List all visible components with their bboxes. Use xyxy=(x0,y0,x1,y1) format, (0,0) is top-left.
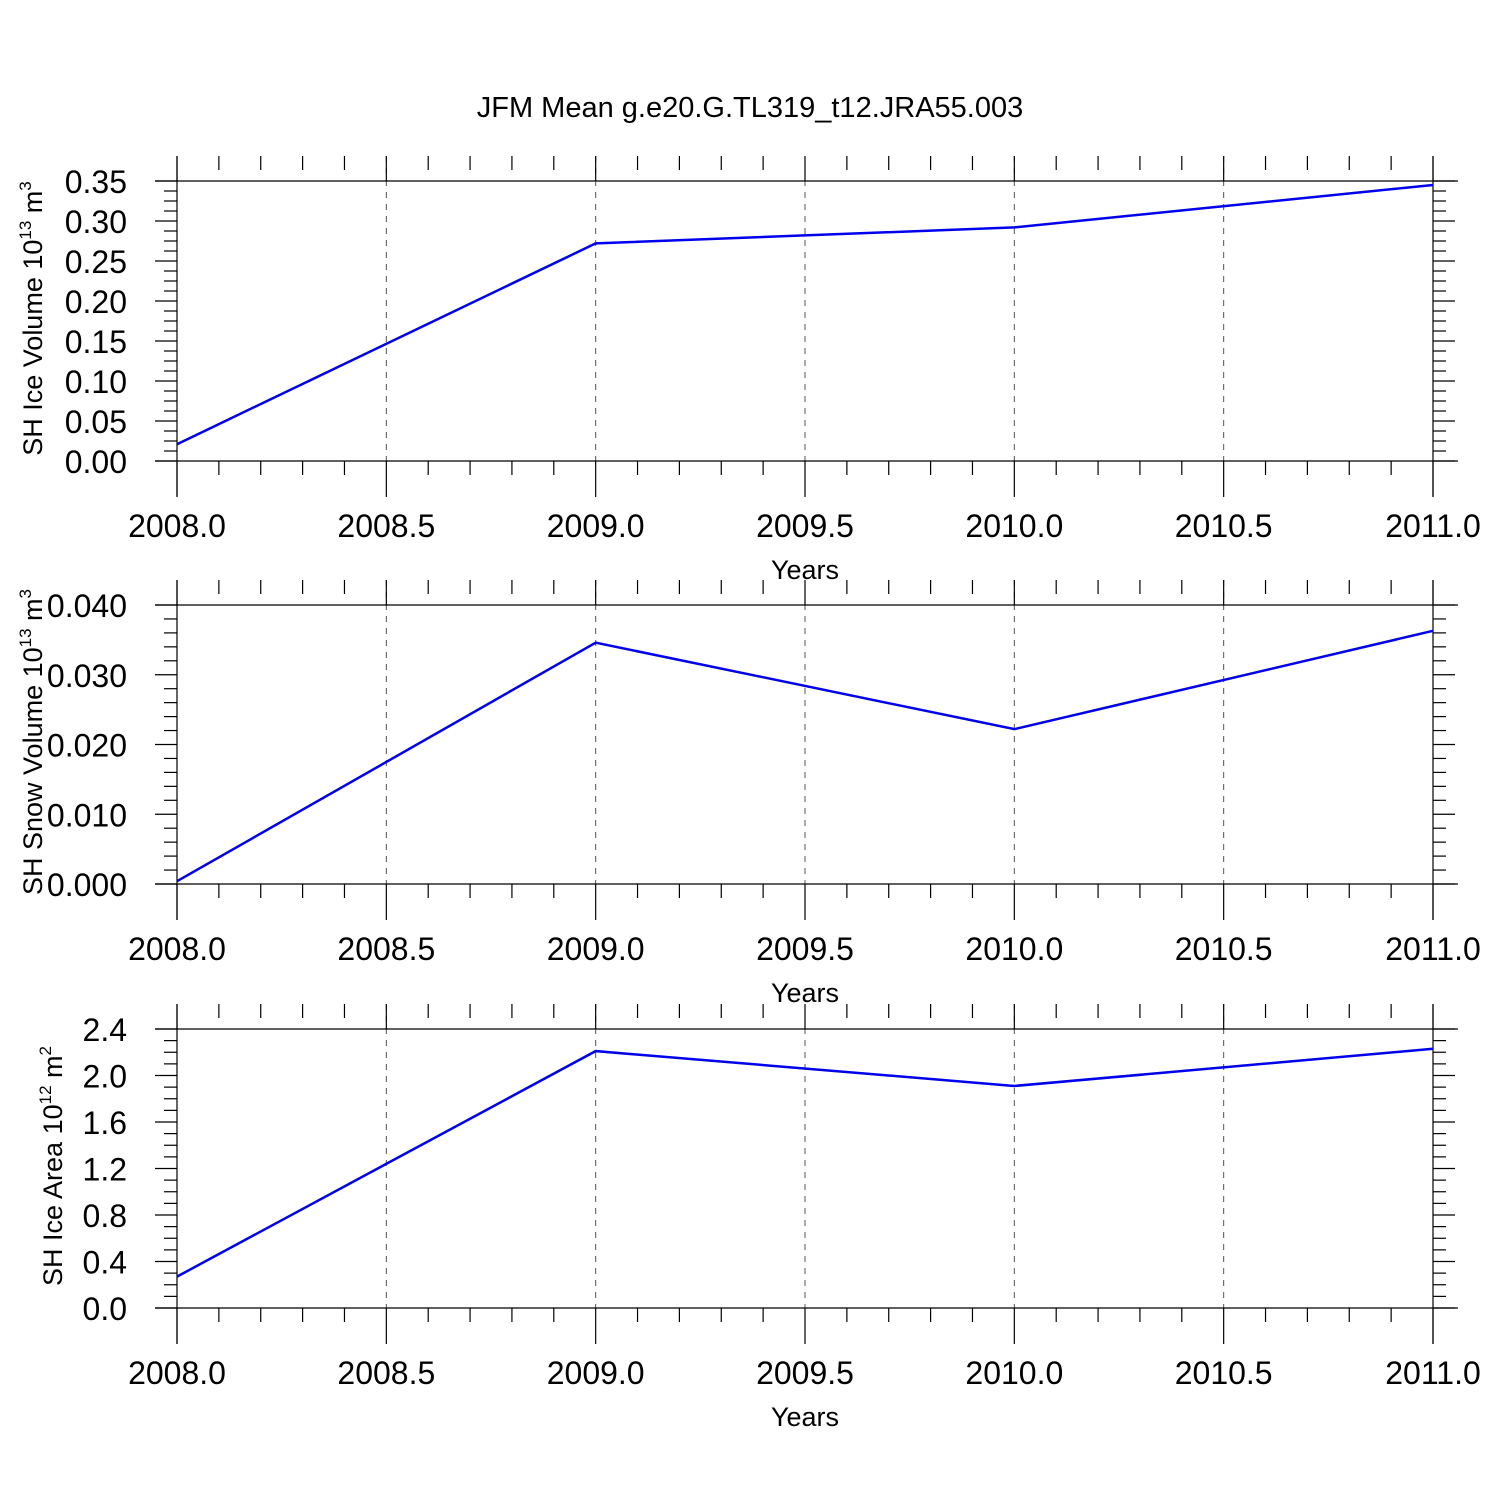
x-tick-label: 2010.5 xyxy=(1175,508,1273,544)
y-axis-label: SH Ice Volume 1013 m3 xyxy=(16,181,48,456)
x-tick-label: 2010.5 xyxy=(1175,931,1273,967)
y-tick-label: 0.05 xyxy=(65,404,127,440)
y-tick-label: 0.000 xyxy=(47,867,127,903)
y-tick-label: 0.20 xyxy=(65,284,127,320)
x-axis-label: Years xyxy=(771,978,839,1008)
y-tick-label: 1.6 xyxy=(83,1105,127,1141)
y-tick-label: 0.35 xyxy=(65,164,127,200)
x-tick-label: 2011.0 xyxy=(1385,508,1481,544)
y-axis-label: SH Ice Area 1012 m2 xyxy=(36,1046,68,1286)
data-line xyxy=(176,1047,1434,1278)
x-tick-label: 2010.5 xyxy=(1175,1355,1273,1391)
panel-3: 2008.0 2008.5 2009.0 2009.5 2010.0 2010.5 2011… xyxy=(36,1004,1481,1432)
x-tick-label: 2008.0 xyxy=(128,1355,226,1391)
y-tick-label: 1.2 xyxy=(83,1152,127,1188)
y-tick-label: 0.020 xyxy=(47,728,127,764)
y-tick-label: 0.10 xyxy=(65,364,127,400)
y-tick-label: 2.0 xyxy=(83,1059,127,1095)
x-tick-label: 2009.5 xyxy=(756,931,854,967)
data-line xyxy=(176,183,1434,446)
x-tick-label: 2008.5 xyxy=(337,931,435,967)
y-tick-label: 0.030 xyxy=(47,658,127,694)
x-tick-label: 2009.0 xyxy=(547,931,645,967)
x-tick-label: 2008.0 xyxy=(128,931,226,967)
y-tick-label: 0.010 xyxy=(47,797,127,833)
panel-2: 2008.0 2008.5 2009.0 2009.5 2010.0 2010.5 2011… xyxy=(16,580,1481,1008)
x-axis-label: Years xyxy=(771,1402,839,1432)
y-tick-label: 0.00 xyxy=(65,444,127,480)
y-tick-label: 0.8 xyxy=(83,1198,127,1234)
x-tick-label: 2009.5 xyxy=(756,508,854,544)
x-tick-label: 2011.0 xyxy=(1385,931,1481,967)
x-tick-label: 2009.0 xyxy=(547,508,645,544)
x-tick-label: 2008.5 xyxy=(337,1355,435,1391)
x-tick-label: 2010.0 xyxy=(965,931,1063,967)
x-tick-label: 2008.5 xyxy=(337,508,435,544)
x-tick-label: 2011.0 xyxy=(1385,1355,1481,1391)
y-tick-label: 0.25 xyxy=(65,244,127,280)
y-tick-label: 0.040 xyxy=(47,588,127,624)
chart-title: JFM Mean g.e20.G.TL319_t12.JRA55.003 xyxy=(477,92,1023,124)
x-tick-label: 2010.0 xyxy=(965,1355,1063,1391)
y-axis-label: SH Snow Volume 1013 m3 xyxy=(16,589,48,895)
y-tick-label: 0.15 xyxy=(65,324,127,360)
x-tick-label: 2008.0 xyxy=(128,508,226,544)
panel-1: 2008.0 2008.5 2009.0 2009.5 2010.0 2010.5 2011… xyxy=(16,156,1481,585)
x-tick-label: 2010.0 xyxy=(965,508,1063,544)
y-tick-label: 2.4 xyxy=(83,1012,127,1048)
y-tick-label: 0.4 xyxy=(83,1245,127,1281)
y-tick-label: 0.30 xyxy=(65,204,127,240)
x-tick-label: 2009.5 xyxy=(756,1355,854,1391)
y-tick-label: 0.0 xyxy=(83,1291,127,1327)
x-tick-label: 2009.0 xyxy=(547,1355,645,1391)
data-line xyxy=(176,629,1434,883)
